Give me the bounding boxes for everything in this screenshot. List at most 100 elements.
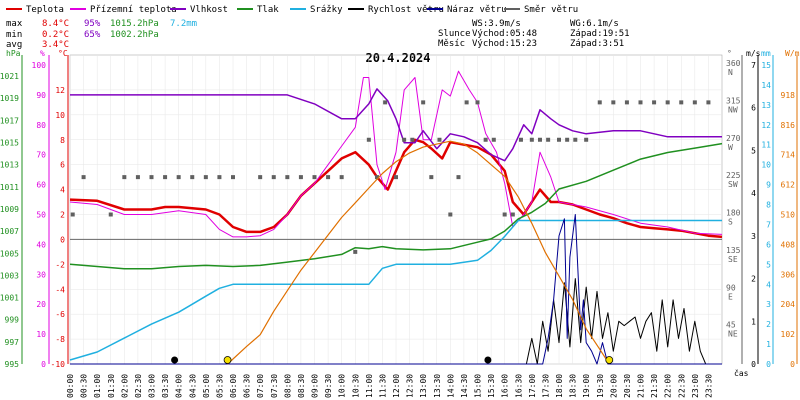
- legend-label-3: Tlak: [257, 5, 279, 15]
- wind-direction-point: [366, 137, 371, 142]
- celsius-tick: 10: [55, 111, 65, 120]
- hpa-tick: 995: [5, 360, 20, 369]
- wind-direction-point: [285, 175, 290, 180]
- x-tick-label: 08:30: [297, 374, 306, 398]
- mm-tick: 5: [766, 260, 771, 269]
- mm-tick: 9: [766, 181, 771, 190]
- x-tick-label: 06:30: [243, 374, 252, 398]
- legend-label-4: Srážky: [310, 5, 343, 15]
- x-tick-label: 18:00: [555, 374, 564, 398]
- x-tick-label: 22:00: [664, 374, 673, 398]
- mm-tick: 14: [761, 81, 771, 90]
- direction-tick-letter: E: [728, 292, 733, 301]
- x-tick-label: 17:30: [541, 374, 550, 398]
- wind-direction-point: [258, 175, 263, 180]
- mm-tick: 11: [761, 141, 771, 150]
- wind-direction-point: [429, 175, 434, 180]
- mm-tick: 6: [766, 240, 771, 249]
- x-tick-label: 19:00: [582, 374, 591, 398]
- mm-tick: 3: [766, 300, 771, 309]
- x-tick-label: 00:00: [66, 374, 75, 398]
- x-tick-label: 01:30: [107, 374, 116, 398]
- percent-axis-label: %: [40, 49, 45, 58]
- sunset-marker: [605, 356, 614, 364]
- wind-direction-point: [312, 175, 317, 180]
- wind-direction-point: [448, 212, 453, 217]
- ms-tick: 2: [751, 275, 756, 284]
- celsius-tick: 4: [60, 186, 65, 195]
- celsius-tick: 8: [60, 136, 65, 145]
- x-tick-label: 01:00: [93, 374, 102, 398]
- legend-label-1: Přízemní teplota: [90, 5, 177, 15]
- svg-text:avg: avg: [6, 40, 22, 50]
- percent-tick: 0: [41, 360, 46, 369]
- percent-tick: 50: [36, 211, 46, 220]
- hpa-tick: 1001: [0, 294, 19, 303]
- stat-avg-label: avg: [6, 40, 22, 50]
- celsius-tick: 6: [60, 161, 65, 170]
- ms-tick: 4: [751, 189, 756, 198]
- wind-direction-point: [679, 100, 684, 105]
- x-tick-label: 16:30: [514, 374, 523, 398]
- sunrise-marker: [223, 356, 232, 364]
- mm-tick: 4: [766, 280, 771, 289]
- ms-tick: 0: [751, 360, 756, 369]
- wind-direction-point: [638, 100, 643, 105]
- x-tick-label: 13:00: [419, 374, 428, 398]
- moonrise-info: Východ:15:23: [472, 39, 537, 49]
- wm2-axis-label: W/m2: [785, 49, 800, 58]
- percent-tick: 40: [36, 240, 46, 249]
- x-tick-label: 09:30: [324, 374, 333, 398]
- direction-tick-letter: S: [728, 218, 733, 227]
- plot-area: [69, 70, 723, 365]
- wind-direction-point: [203, 175, 208, 180]
- wm2-tick: 612: [781, 181, 796, 190]
- sun-label: Slunce: [438, 29, 471, 39]
- wind-direction-point: [217, 175, 222, 180]
- mm-tick: 13: [761, 101, 771, 110]
- mm-tick: 0: [766, 360, 771, 369]
- x-tick-label: 08:00: [283, 374, 292, 398]
- x-tick-label: 13:30: [433, 374, 442, 398]
- x-tick-label: 10:00: [338, 374, 347, 398]
- wind-direction-point: [491, 137, 496, 142]
- x-tick-label: 21:30: [650, 374, 659, 398]
- sunrise-info: Východ:05:48: [472, 29, 537, 39]
- x-tick-label: 07:30: [270, 374, 279, 398]
- wm2-tick: 0: [790, 360, 795, 369]
- celsius-tick: -2: [55, 260, 65, 269]
- hpa-tick: 1003: [0, 271, 19, 280]
- series-8-line: [227, 140, 610, 365]
- percent-tick: 20: [36, 300, 46, 309]
- legend: Teplota Přízemní teplota Vlhkost Tlak Srážky…: [6, 5, 578, 15]
- x-tick-label: 19:30: [596, 374, 605, 398]
- wind-direction-point: [624, 100, 629, 105]
- ms-axis-label: m/s: [746, 49, 761, 58]
- x-tick-label: 21:00: [637, 374, 646, 398]
- wm2-tick: 510: [781, 211, 796, 220]
- wind-direction-point: [339, 175, 344, 180]
- wind-direction-point: [437, 137, 442, 142]
- celsius-tick: 12: [55, 86, 65, 95]
- x-tick-label: 03:30: [161, 374, 170, 398]
- series-1-line: [69, 70, 723, 238]
- wind-direction-point: [108, 212, 113, 217]
- direction-tick: 225: [726, 171, 741, 180]
- stat-max-temp: 8.4°C: [42, 19, 69, 29]
- celsius-tick: 2: [60, 211, 65, 220]
- wm2-tick: 714: [781, 151, 796, 160]
- wind-direction-point: [565, 137, 570, 142]
- hpa-tick: 1021: [0, 72, 19, 81]
- stat-max-label: max: [6, 19, 23, 29]
- x-tick-label: 20:30: [623, 374, 632, 398]
- x-axis-label: čas: [734, 368, 749, 378]
- wind-gust-info: WG:6.1m/s: [570, 19, 619, 29]
- mm-tick: 1: [766, 340, 771, 349]
- hpa-axis-label: hPa: [6, 49, 21, 58]
- wind-direction-point: [176, 175, 181, 180]
- stat-max-hum: 95%: [84, 19, 101, 29]
- wind-direction-point: [383, 100, 388, 105]
- direction-tick-letter: N: [728, 68, 733, 77]
- wind-direction-point: [326, 175, 331, 180]
